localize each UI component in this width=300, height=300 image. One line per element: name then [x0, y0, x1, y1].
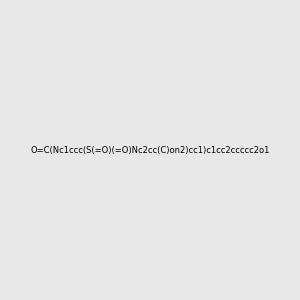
Text: O=C(Nc1ccc(S(=O)(=O)Nc2cc(C)on2)cc1)c1cc2ccccc2o1: O=C(Nc1ccc(S(=O)(=O)Nc2cc(C)on2)cc1)c1cc…: [30, 146, 270, 154]
